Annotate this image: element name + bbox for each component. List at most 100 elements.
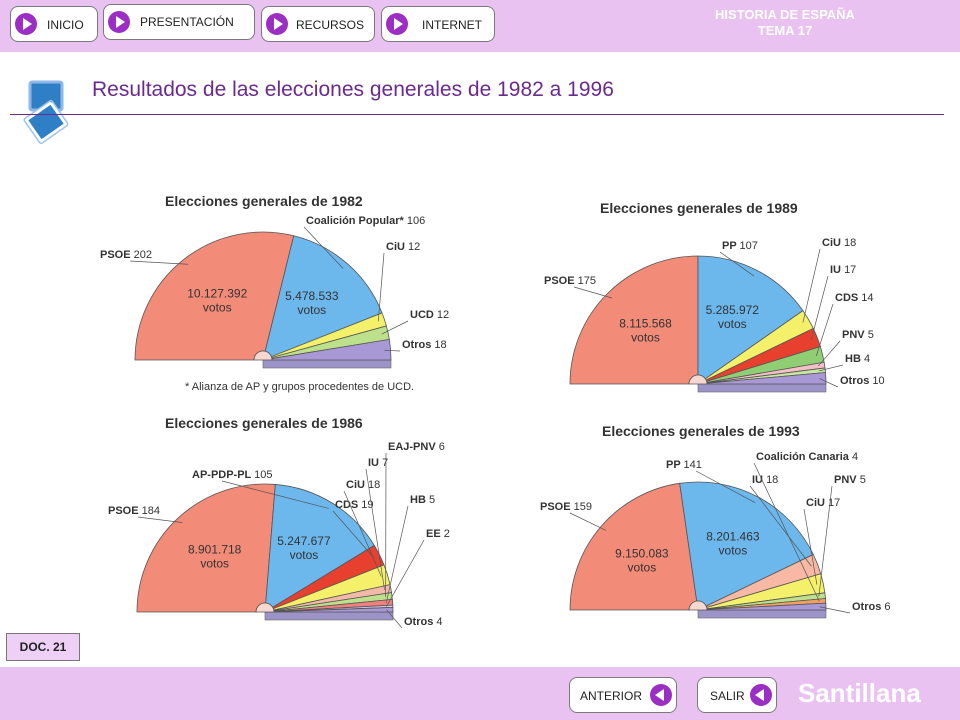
seats-iu: 7 [382, 457, 388, 469]
party-label-ciu: CiU 12 [386, 241, 420, 253]
seats-psoe: 175 [578, 275, 596, 287]
chart-hub [255, 602, 275, 613]
party-label-psoe: PSOE 175 [544, 275, 596, 287]
nav-internet-button[interactable]: INTERNET [381, 6, 495, 42]
nav-recursos-button[interactable]: RECURSOS [261, 6, 375, 42]
leader-line [221, 480, 329, 509]
party-label-otros: Otros 10 [840, 375, 885, 387]
seats-cds: 14 [861, 292, 873, 304]
leader-line [381, 320, 409, 335]
leader-line [332, 510, 375, 558]
party-label-pnv: PNV 5 [834, 474, 866, 486]
anterior-button[interactable]: ANTERIOR [569, 677, 677, 713]
leader-line [573, 286, 613, 299]
leader-line [384, 349, 401, 352]
doc-label[interactable]: DOC. 21 [6, 633, 80, 661]
chart-title: Elecciones generales de 1982 [165, 193, 363, 209]
seats-pnv: 5 [860, 474, 866, 486]
nav-presentacion-label: PRESENTACIÓN [140, 15, 234, 29]
seats-hb: 4 [864, 353, 870, 365]
votes-word-psoe: votos [631, 331, 660, 345]
seats-coalicion-popular: 106 [407, 215, 425, 227]
brand-logo-text: Santillana [798, 678, 921, 708]
chart-base [262, 359, 392, 369]
seats-iu: 18 [766, 474, 778, 486]
seats-psoe: 202 [134, 249, 152, 261]
votes-psoe: 8.901.718 [188, 542, 242, 556]
party-label-hb: HB 4 [845, 353, 870, 365]
page-title: Resultados de las elecciones generales d… [92, 78, 614, 101]
leader-line [810, 275, 829, 340]
party-label-psoe: PSOE 184 [108, 505, 160, 517]
leader-line [753, 462, 820, 602]
title-divider [10, 114, 944, 115]
seats-iu: 17 [844, 264, 856, 276]
header-line-1: HISTORIA DE ESPAÑA [715, 7, 855, 22]
seats-pp: 107 [740, 240, 758, 252]
seats-coalicion-canaria: 4 [852, 451, 858, 463]
leader-line [365, 468, 385, 590]
party-label-otros: Otros 4 [404, 616, 443, 628]
back-arrow-icon [650, 684, 672, 706]
seats-otros: 4 [436, 616, 442, 628]
seats-psoe: 159 [574, 501, 592, 513]
party-label-pp: PP 141 [666, 459, 702, 471]
party-label-otros: Otros 18 [402, 339, 447, 351]
party-label-ciu: CiU 18 [822, 237, 856, 249]
seats-otros: 18 [434, 339, 446, 351]
seats-ap-pdp-pl: 105 [254, 469, 272, 481]
votes-psoe: 10.127.392 [187, 287, 247, 301]
votes-word-pp: votos [718, 317, 747, 331]
votes-ap-pdp-pl: 5.247.677 [277, 534, 331, 548]
seats-ciu: 12 [408, 241, 420, 253]
nav-inicio-button[interactable]: INICIO [10, 6, 98, 42]
leader-line [386, 539, 425, 607]
chart-title: Elecciones generales de 1993 [602, 423, 800, 439]
salir-button[interactable]: SALIR [697, 677, 777, 713]
leader-line [818, 485, 833, 597]
votes-word-psoe: votos [628, 560, 657, 574]
nav-presentacion-button[interactable]: PRESENTACIÓN [103, 4, 255, 40]
header-line-2: TEMA 17 [757, 23, 813, 38]
party-label-iu: IU 17 [830, 264, 856, 276]
decorative-squares-icon [23, 80, 69, 145]
votes-pp: 8.201.463 [706, 529, 760, 543]
leader-line [802, 248, 821, 323]
play-arrow-icon [108, 11, 130, 33]
party-label-otros: Otros 6 [852, 601, 891, 613]
leader-line [815, 303, 834, 356]
votes-word-pp: votos [719, 543, 748, 557]
header-subject: HISTORIA DE ESPAÑA TEMA 17 [700, 7, 870, 39]
party-label-iu: IU 18 [752, 474, 778, 486]
votes-coalicion-popular: 5.478.533 [285, 289, 339, 303]
chart-hub [688, 600, 708, 611]
votes-psoe: 9.150.083 [615, 546, 669, 560]
party-label-iu: IU 7 [368, 457, 388, 469]
back-arrow-icon [750, 684, 772, 706]
votes-word-psoe: votos [200, 556, 229, 570]
nav-inicio-label: INICIO [47, 18, 84, 32]
party-label-hb: HB 5 [410, 494, 435, 506]
leader-line [695, 470, 756, 503]
party-label-eaj-pnv: EAJ-PNV 6 [388, 441, 445, 453]
chart-title: Elecciones generales de 1986 [165, 415, 363, 431]
leader-line [386, 609, 403, 629]
votes-word-ap-pdp-pl: votos [290, 548, 319, 562]
play-arrow-icon [15, 13, 37, 35]
leader-line [719, 251, 755, 277]
seats-pnv: 5 [868, 329, 874, 341]
chart-base [697, 609, 827, 619]
party-label-cds: CDS 19 [335, 499, 374, 511]
play-arrow-icon [266, 13, 288, 35]
seats-ciu: 18 [844, 237, 856, 249]
votes-word-coalicion-popular: votos [298, 303, 327, 317]
seats-ee: 2 [444, 528, 450, 540]
seats-otros: 6 [884, 601, 890, 613]
party-label-pnv: PNV 5 [842, 329, 874, 341]
nav-internet-label: INTERNET [422, 18, 482, 32]
chart-base [697, 383, 827, 393]
seats-ciu: 17 [828, 497, 840, 509]
seats-eaj-pnv: 6 [439, 441, 445, 453]
chart-base [264, 611, 394, 621]
